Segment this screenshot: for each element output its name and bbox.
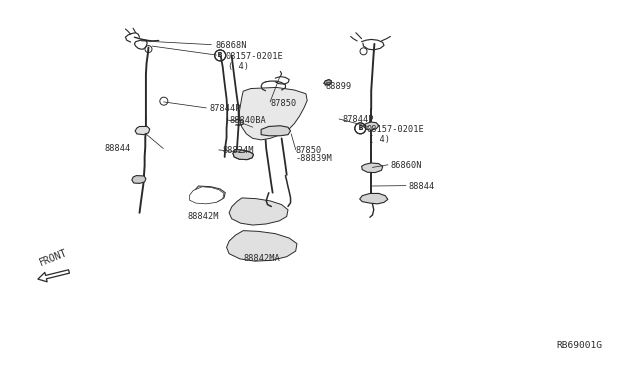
- Text: B: B: [218, 52, 222, 58]
- Polygon shape: [132, 176, 146, 183]
- Polygon shape: [362, 163, 383, 173]
- Text: 88844: 88844: [408, 182, 435, 190]
- Text: ( 4): ( 4): [369, 135, 390, 144]
- Text: B: B: [358, 125, 362, 131]
- Text: B: B: [358, 125, 362, 131]
- Polygon shape: [364, 122, 379, 130]
- Text: 88844: 88844: [104, 144, 131, 153]
- Polygon shape: [324, 80, 332, 85]
- Polygon shape: [229, 198, 288, 225]
- Text: 86868N: 86868N: [215, 41, 246, 50]
- Polygon shape: [135, 126, 150, 135]
- Text: 88824M: 88824M: [223, 146, 254, 155]
- Text: -88839M: -88839M: [296, 154, 332, 163]
- Text: 87844P: 87844P: [210, 105, 241, 113]
- Text: FRONT: FRONT: [38, 247, 68, 268]
- Polygon shape: [227, 231, 297, 261]
- Text: 08157-0201E: 08157-0201E: [226, 52, 284, 61]
- Text: 87850: 87850: [270, 99, 296, 108]
- Text: 88840BA: 88840BA: [229, 116, 266, 125]
- Text: 88899: 88899: [325, 82, 351, 91]
- Text: B: B: [218, 52, 222, 58]
- Polygon shape: [191, 186, 225, 203]
- Text: RB69001G: RB69001G: [557, 341, 603, 350]
- Polygon shape: [360, 193, 388, 204]
- Text: 87850: 87850: [296, 146, 322, 155]
- Text: 86860N: 86860N: [390, 161, 422, 170]
- Text: 88842MA: 88842MA: [243, 254, 280, 263]
- Text: ( 4): ( 4): [228, 62, 250, 71]
- FancyArrowPatch shape: [38, 270, 69, 282]
- Polygon shape: [261, 126, 291, 136]
- Polygon shape: [233, 150, 253, 160]
- Polygon shape: [189, 187, 224, 204]
- Polygon shape: [239, 87, 307, 140]
- Text: 87844P: 87844P: [342, 115, 374, 124]
- Text: 08157-0201E: 08157-0201E: [366, 125, 424, 134]
- Text: 88842M: 88842M: [188, 212, 219, 221]
